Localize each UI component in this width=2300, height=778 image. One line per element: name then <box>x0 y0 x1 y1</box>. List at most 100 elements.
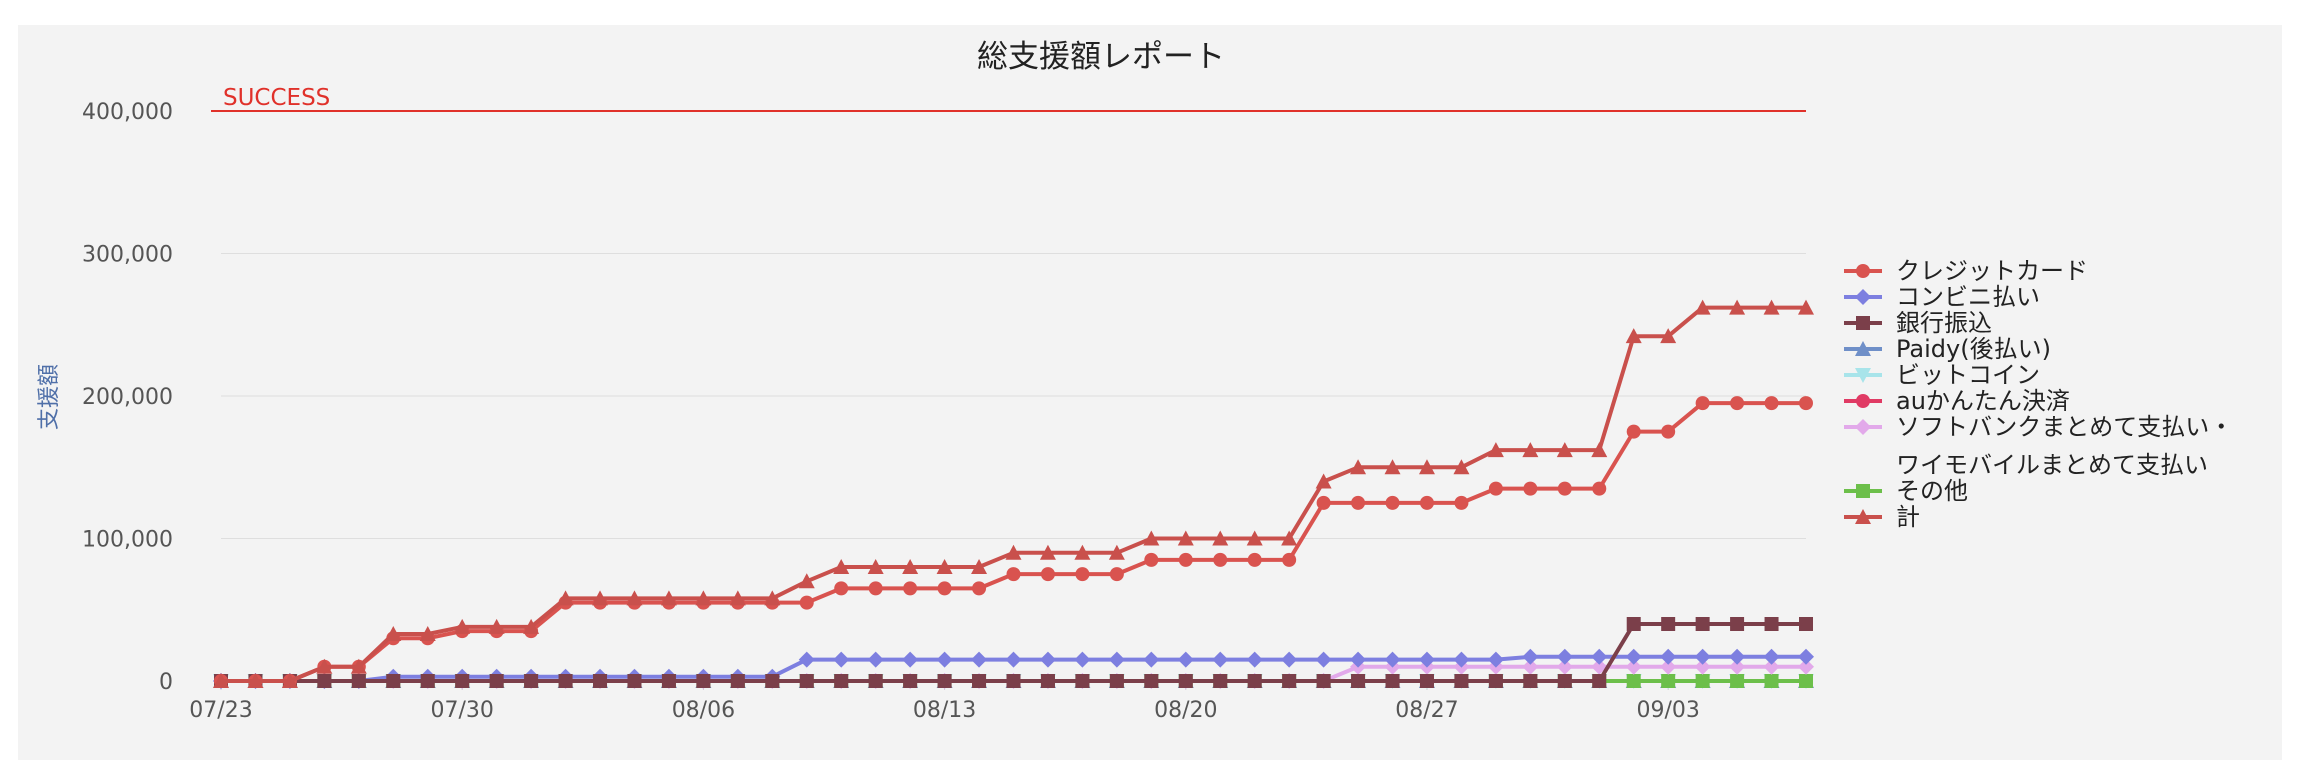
legend-label-line: ワイモバイルまとめて支払い <box>1896 451 2208 479</box>
legend-item[interactable]: auかんたん決済 <box>1844 387 2070 415</box>
data-point <box>765 674 780 688</box>
data-point <box>1074 651 1091 668</box>
x-tick-label: 07/23 <box>189 698 252 723</box>
data-point <box>1557 674 1572 688</box>
data-point <box>1763 648 1780 665</box>
data-point <box>1040 674 1055 688</box>
y-tick-label: 300,000 <box>82 243 173 268</box>
data-point <box>488 618 505 634</box>
data-point <box>317 674 332 688</box>
data-point <box>1316 495 1331 510</box>
data-point <box>1109 674 1124 688</box>
data-point <box>834 581 849 596</box>
data-point <box>1660 658 1677 675</box>
data-point <box>971 559 988 574</box>
data-point <box>626 590 643 606</box>
legend-label: 銀行振込 <box>1896 309 1992 337</box>
data-point <box>1143 651 1160 668</box>
data-point <box>1418 459 1435 475</box>
y-tick-label: 400,000 <box>82 100 173 125</box>
data-point <box>1522 442 1539 458</box>
series-8 <box>213 299 1814 688</box>
data-point <box>386 674 401 688</box>
legend-label: クレジットカード <box>1896 257 2088 285</box>
data-point <box>1764 674 1779 688</box>
legend-item[interactable]: その他 <box>1844 477 1968 505</box>
y-tick-label: 100,000 <box>82 528 173 553</box>
chart-container: SUCCESS 0 100,000 200,000 300,000 400,000 07… <box>18 25 2282 760</box>
data-point <box>937 581 952 596</box>
legend-item[interactable]: コンビニ払い <box>1844 283 2040 311</box>
data-point <box>247 673 264 688</box>
data-point <box>1109 567 1124 582</box>
data-point <box>1556 648 1573 665</box>
data-point <box>1419 495 1434 510</box>
data-point <box>1039 544 1056 560</box>
data-point <box>1453 651 1470 668</box>
data-point <box>1315 473 1332 489</box>
data-point <box>1454 674 1469 688</box>
legend-item[interactable]: クレジットカード <box>1844 257 2088 285</box>
data-point <box>833 651 850 668</box>
data-point <box>1247 552 1262 567</box>
y-axis-ticks: 0 100,000 200,000 300,000 400,000 <box>82 100 173 695</box>
data-point <box>1694 658 1711 675</box>
data-point <box>1316 674 1331 688</box>
data-point <box>385 625 402 641</box>
legend-item[interactable]: ソフトバンクまとめて支払い・ワイモバイルまとめて支払い <box>1844 413 2233 479</box>
data-point <box>1729 648 1746 665</box>
data-point <box>868 581 883 596</box>
legend-item[interactable]: Paidy(後払い) <box>1844 335 2051 363</box>
data-point <box>695 590 712 606</box>
data-point <box>798 573 815 589</box>
chart-title: 総支援額レポート <box>977 39 1225 75</box>
data-point <box>1213 674 1228 688</box>
data-point <box>972 674 987 688</box>
data-point <box>834 674 849 688</box>
data-point <box>489 674 504 688</box>
legend-label: auかんたん決済 <box>1896 387 2070 415</box>
x-tick-label: 08/20 <box>1154 698 1217 723</box>
data-point <box>1177 530 1194 546</box>
data-point <box>1591 648 1608 665</box>
data-point <box>1385 495 1400 510</box>
data-point <box>1729 658 1746 675</box>
data-point <box>729 590 746 606</box>
legend[interactable]: クレジットカードコンビニ払い銀行振込Paidy(後払い)ビットコインauかんたん… <box>1844 257 2233 531</box>
data-point <box>1384 651 1401 668</box>
success-target: SUCCESS <box>211 85 1806 112</box>
data-point <box>936 559 953 574</box>
data-point <box>1247 674 1262 688</box>
data-point <box>351 674 366 688</box>
data-point <box>1212 530 1229 546</box>
data-point <box>1730 617 1745 631</box>
data-point <box>1075 674 1090 688</box>
data-point <box>524 674 539 688</box>
data-point <box>1487 442 1504 458</box>
data-point <box>1799 617 1813 631</box>
legend-item[interactable]: ビットコイン <box>1844 361 2040 389</box>
data-point <box>281 673 298 688</box>
data-point <box>1178 674 1193 688</box>
data-point <box>1763 658 1780 675</box>
legend-label: Paidy(後払い) <box>1896 335 2051 363</box>
data-point <box>1006 674 1021 688</box>
data-point <box>1213 552 1228 567</box>
data-point <box>971 651 988 668</box>
data-point <box>1351 674 1366 688</box>
x-tick-label: 08/13 <box>913 698 976 723</box>
y-tick-label: 200,000 <box>82 385 173 410</box>
data-point <box>903 674 918 688</box>
data-point <box>1351 495 1366 510</box>
data-point <box>1660 328 1677 344</box>
legend-item[interactable]: 銀行振込 <box>1844 309 1992 337</box>
data-point <box>1522 648 1539 665</box>
x-tick-label: 07/30 <box>430 698 493 723</box>
data-point <box>592 590 609 606</box>
data-point <box>1212 651 1229 668</box>
data-point <box>1695 617 1710 631</box>
legend-item[interactable]: 計 <box>1844 503 1920 531</box>
data-point <box>558 674 573 688</box>
data-point <box>1626 674 1641 688</box>
data-point <box>1556 658 1573 675</box>
